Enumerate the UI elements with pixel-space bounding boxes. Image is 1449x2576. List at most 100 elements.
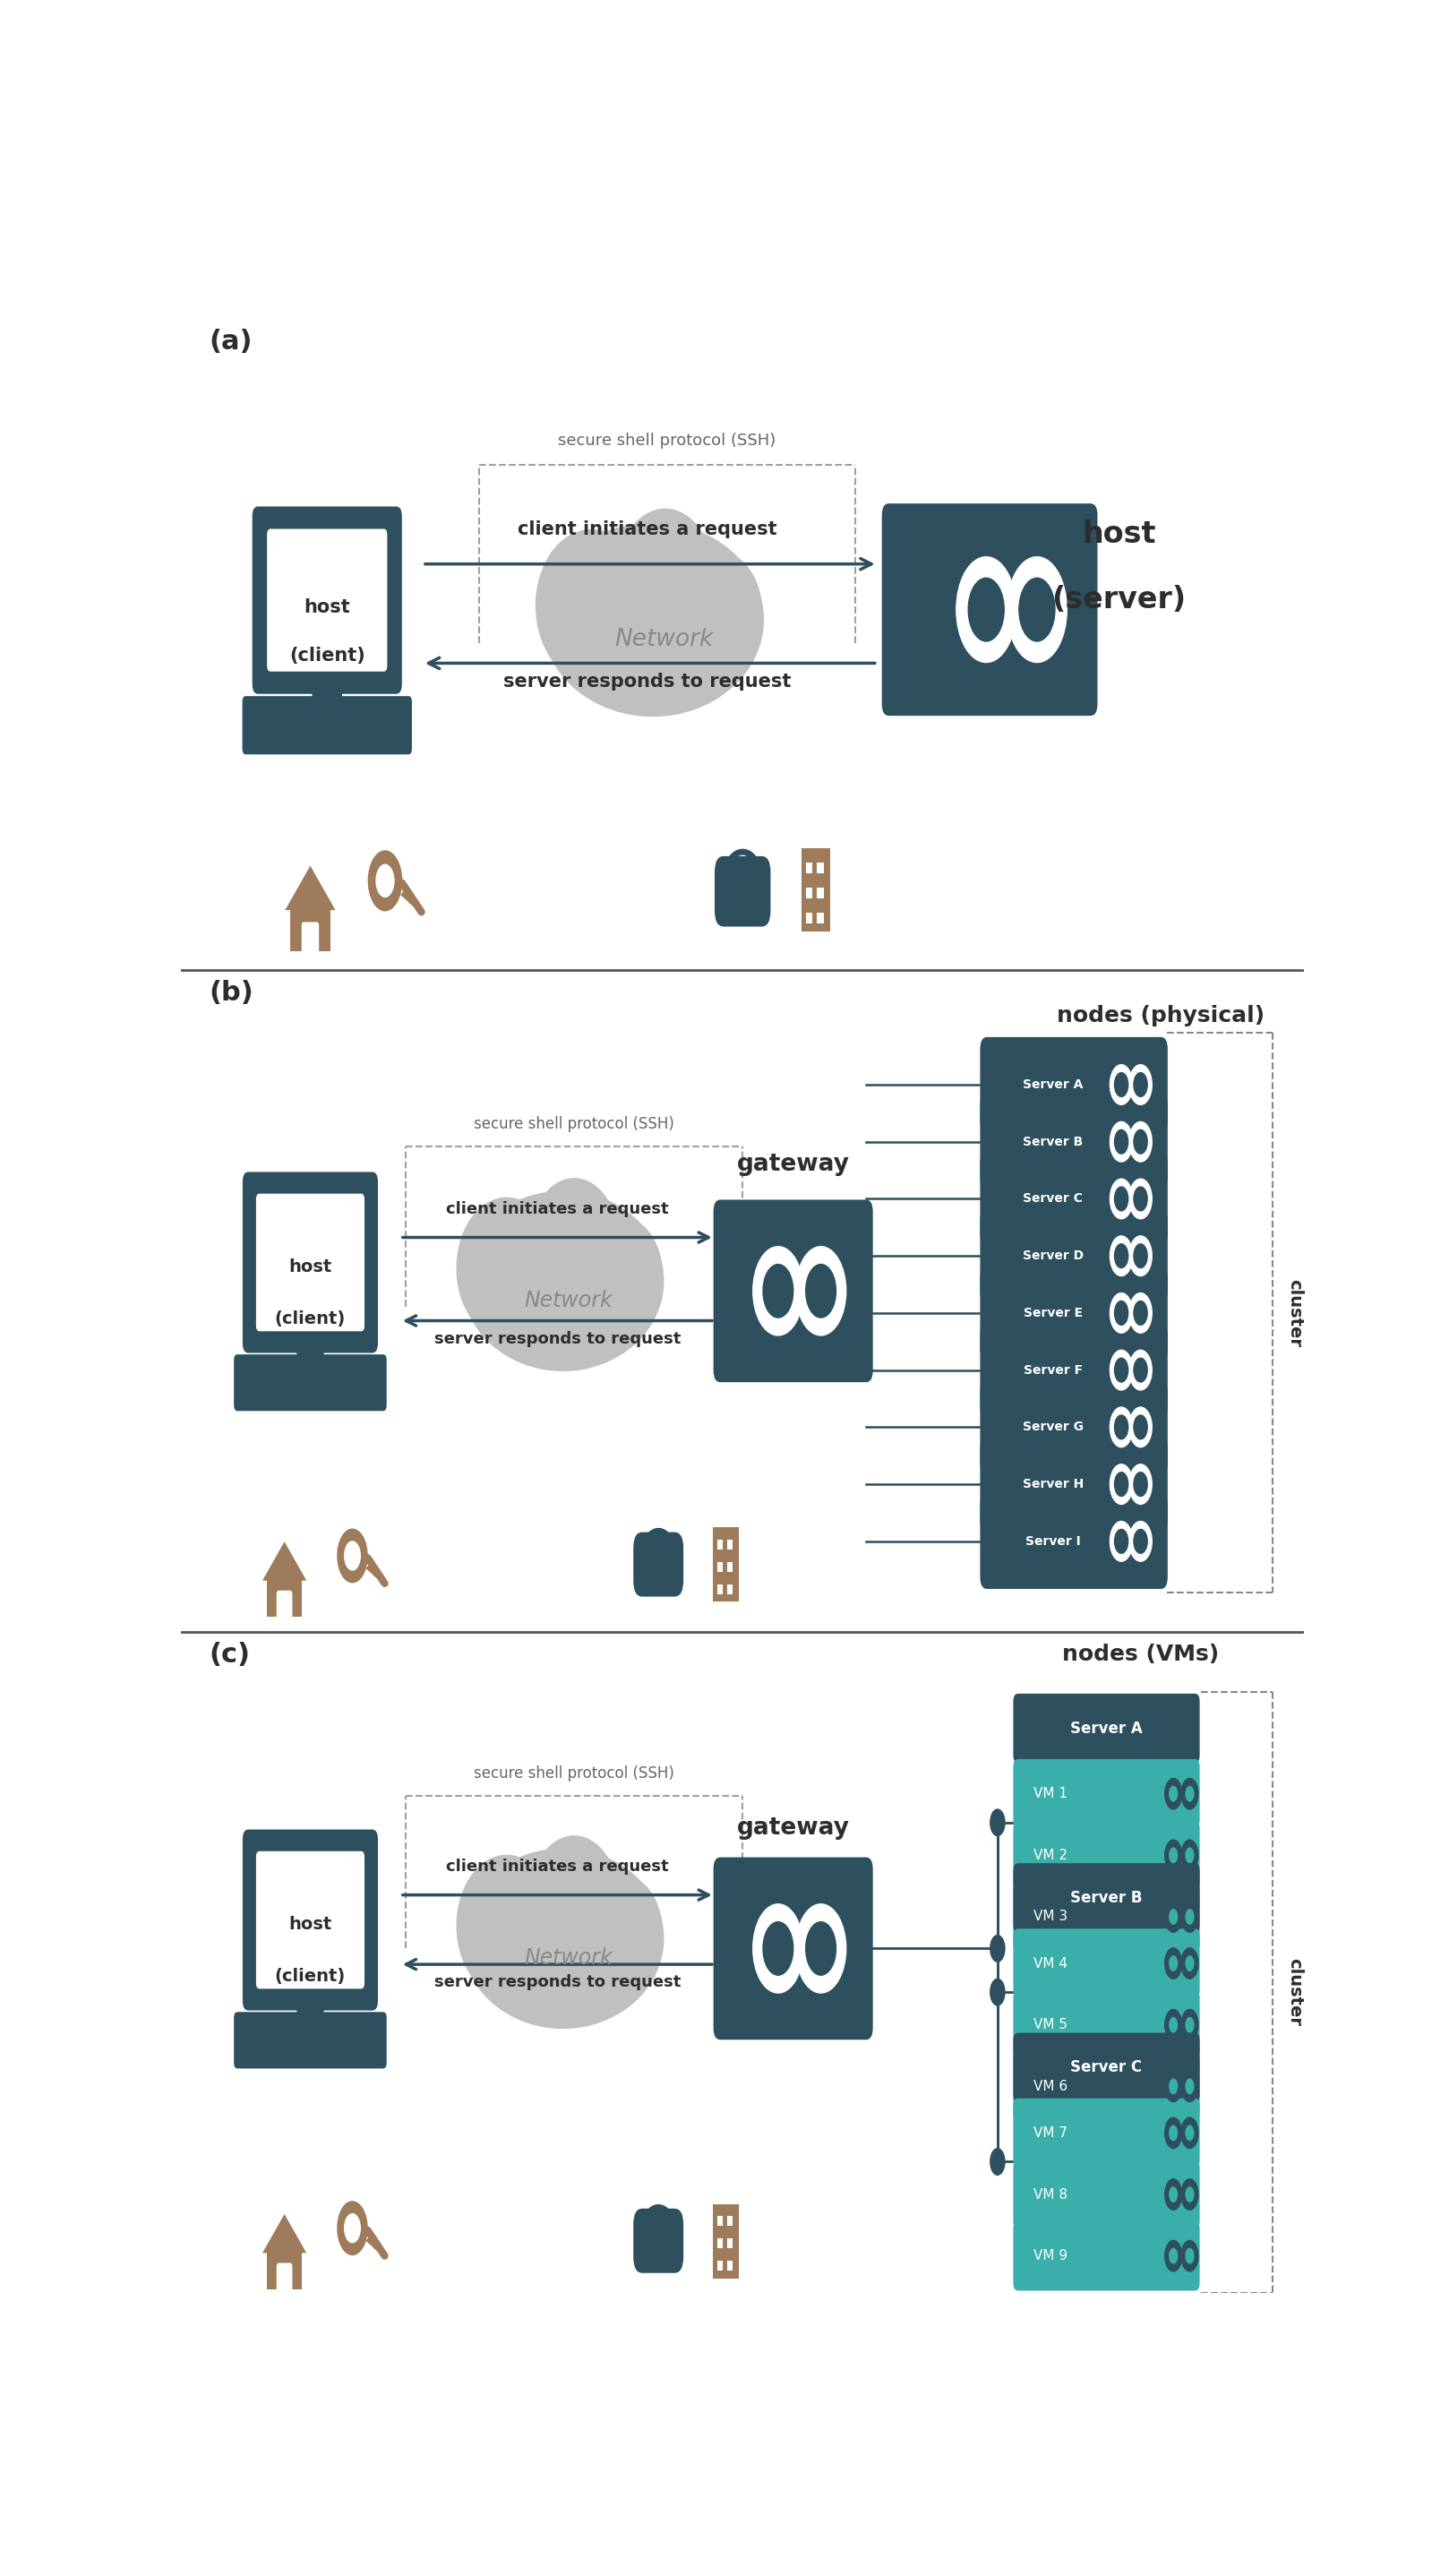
FancyBboxPatch shape bbox=[980, 1208, 1168, 1303]
Circle shape bbox=[806, 1922, 836, 1976]
Circle shape bbox=[1133, 1414, 1148, 1440]
Circle shape bbox=[1133, 1530, 1148, 1553]
Circle shape bbox=[1114, 1414, 1129, 1440]
FancyBboxPatch shape bbox=[1013, 1991, 1200, 2061]
Circle shape bbox=[1185, 2017, 1194, 2032]
Circle shape bbox=[1181, 2009, 1198, 2040]
Text: Server A: Server A bbox=[1071, 1721, 1143, 1736]
FancyBboxPatch shape bbox=[1013, 1821, 1200, 1891]
Ellipse shape bbox=[529, 1837, 619, 1965]
FancyBboxPatch shape bbox=[714, 855, 771, 927]
Circle shape bbox=[1185, 1955, 1194, 1971]
Ellipse shape bbox=[462, 1850, 664, 2030]
Circle shape bbox=[1181, 1901, 1198, 1932]
Text: Server E: Server E bbox=[1023, 1306, 1082, 1319]
Circle shape bbox=[1129, 1350, 1152, 1391]
Circle shape bbox=[1110, 1350, 1133, 1391]
FancyBboxPatch shape bbox=[882, 502, 1097, 716]
FancyBboxPatch shape bbox=[242, 1172, 378, 1352]
FancyBboxPatch shape bbox=[277, 2262, 293, 2293]
Circle shape bbox=[1114, 1244, 1129, 1267]
Circle shape bbox=[1181, 2241, 1198, 2272]
FancyArrowPatch shape bbox=[368, 2231, 384, 2257]
FancyBboxPatch shape bbox=[980, 1095, 1168, 1190]
Circle shape bbox=[1019, 577, 1055, 641]
Circle shape bbox=[1114, 1188, 1129, 1211]
FancyBboxPatch shape bbox=[717, 2239, 723, 2249]
Text: host: host bbox=[304, 598, 351, 616]
Circle shape bbox=[1181, 2071, 1198, 2102]
Circle shape bbox=[1164, 2071, 1182, 2102]
Circle shape bbox=[796, 1904, 846, 1994]
Text: Server A: Server A bbox=[1023, 1079, 1084, 1092]
FancyBboxPatch shape bbox=[980, 1038, 1168, 1133]
Text: (client): (client) bbox=[275, 1968, 346, 1984]
Circle shape bbox=[1133, 1131, 1148, 1154]
Circle shape bbox=[1129, 1180, 1152, 1218]
Circle shape bbox=[368, 850, 403, 912]
Circle shape bbox=[1110, 1236, 1133, 1275]
Circle shape bbox=[1133, 1188, 1148, 1211]
FancyBboxPatch shape bbox=[1013, 1759, 1200, 1829]
Text: gateway: gateway bbox=[736, 1816, 849, 1839]
Circle shape bbox=[1185, 2187, 1194, 2202]
Circle shape bbox=[1185, 2079, 1194, 2094]
FancyBboxPatch shape bbox=[727, 2262, 733, 2272]
Circle shape bbox=[990, 1935, 1006, 1963]
FancyBboxPatch shape bbox=[301, 922, 319, 956]
FancyBboxPatch shape bbox=[633, 2208, 684, 2272]
Circle shape bbox=[1110, 1406, 1133, 1448]
Text: cluster: cluster bbox=[1287, 1958, 1303, 2027]
Circle shape bbox=[1164, 1839, 1182, 1870]
Circle shape bbox=[1169, 2187, 1178, 2202]
Polygon shape bbox=[262, 2215, 306, 2254]
FancyBboxPatch shape bbox=[980, 1437, 1168, 1533]
Circle shape bbox=[956, 556, 1016, 662]
Text: client initiates a request: client initiates a request bbox=[517, 520, 777, 538]
Circle shape bbox=[1007, 556, 1066, 662]
Ellipse shape bbox=[584, 1875, 662, 1991]
FancyBboxPatch shape bbox=[1013, 1929, 1200, 1999]
Circle shape bbox=[990, 2148, 1006, 2177]
FancyBboxPatch shape bbox=[290, 907, 330, 951]
FancyBboxPatch shape bbox=[297, 1345, 323, 1363]
Circle shape bbox=[343, 1540, 361, 1571]
Circle shape bbox=[1185, 1785, 1194, 1801]
FancyBboxPatch shape bbox=[233, 1355, 387, 1412]
Ellipse shape bbox=[584, 1218, 662, 1334]
Ellipse shape bbox=[456, 1198, 558, 1340]
Circle shape bbox=[968, 577, 1004, 641]
Circle shape bbox=[1169, 2125, 1178, 2141]
Polygon shape bbox=[262, 1540, 306, 1582]
Circle shape bbox=[1169, 2079, 1178, 2094]
Circle shape bbox=[753, 1904, 803, 1994]
Circle shape bbox=[1169, 2249, 1178, 2264]
Circle shape bbox=[1181, 1777, 1198, 1811]
Circle shape bbox=[1133, 1244, 1148, 1267]
Text: (b): (b) bbox=[209, 979, 254, 1005]
Ellipse shape bbox=[536, 528, 646, 683]
FancyBboxPatch shape bbox=[1013, 2032, 1200, 2102]
FancyArrowPatch shape bbox=[401, 884, 422, 912]
Circle shape bbox=[806, 1265, 836, 1316]
Circle shape bbox=[1114, 1473, 1129, 1497]
Text: Server F: Server F bbox=[1023, 1363, 1082, 1376]
FancyBboxPatch shape bbox=[727, 1561, 733, 1571]
Ellipse shape bbox=[616, 507, 714, 647]
FancyBboxPatch shape bbox=[312, 685, 342, 703]
FancyBboxPatch shape bbox=[267, 2249, 301, 2290]
Text: VM 5: VM 5 bbox=[1033, 2017, 1068, 2032]
FancyBboxPatch shape bbox=[1013, 1692, 1200, 1762]
FancyBboxPatch shape bbox=[267, 528, 387, 672]
Circle shape bbox=[1181, 1947, 1198, 1978]
Circle shape bbox=[764, 1922, 793, 1976]
FancyBboxPatch shape bbox=[717, 2215, 723, 2226]
Polygon shape bbox=[285, 866, 335, 909]
FancyBboxPatch shape bbox=[980, 1265, 1168, 1360]
Text: VM 1: VM 1 bbox=[1033, 1788, 1068, 1801]
Text: Server H: Server H bbox=[1023, 1479, 1084, 1492]
FancyBboxPatch shape bbox=[980, 1321, 1168, 1417]
Ellipse shape bbox=[567, 592, 739, 703]
FancyBboxPatch shape bbox=[256, 1852, 365, 1989]
Text: (client): (client) bbox=[290, 647, 365, 665]
